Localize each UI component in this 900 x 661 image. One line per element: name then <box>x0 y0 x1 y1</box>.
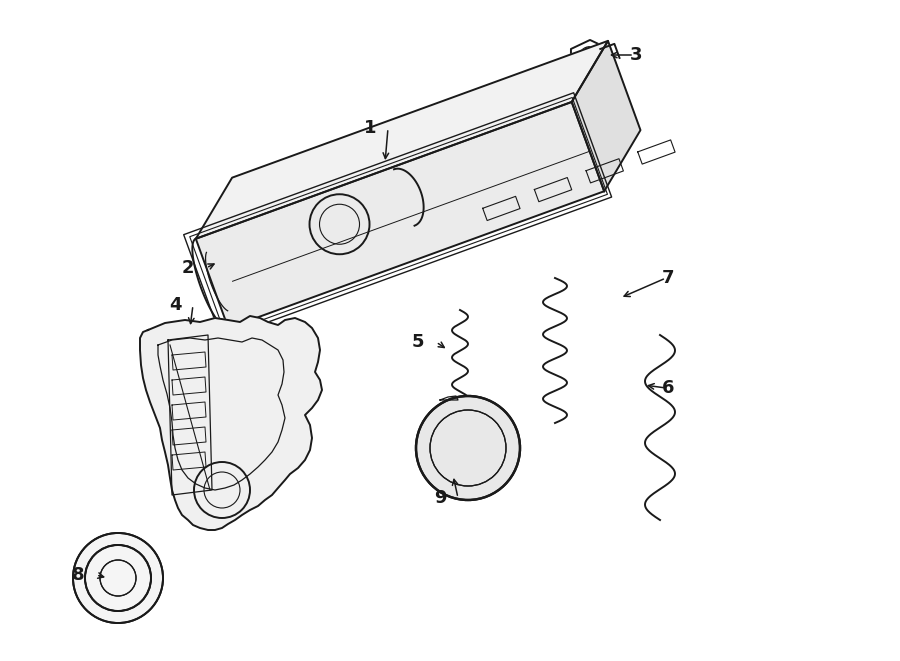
Circle shape <box>73 533 163 623</box>
Text: 8: 8 <box>72 566 85 584</box>
Text: 3: 3 <box>630 46 643 64</box>
Text: 1: 1 <box>364 119 376 137</box>
Polygon shape <box>196 102 604 328</box>
Circle shape <box>416 396 520 500</box>
Text: 5: 5 <box>412 333 424 351</box>
Text: 2: 2 <box>182 259 194 277</box>
Text: 7: 7 <box>662 269 674 287</box>
Text: 6: 6 <box>662 379 674 397</box>
Polygon shape <box>572 41 641 191</box>
Polygon shape <box>196 41 608 239</box>
Polygon shape <box>140 316 322 530</box>
Text: 9: 9 <box>434 489 446 507</box>
Text: 4: 4 <box>169 296 181 314</box>
